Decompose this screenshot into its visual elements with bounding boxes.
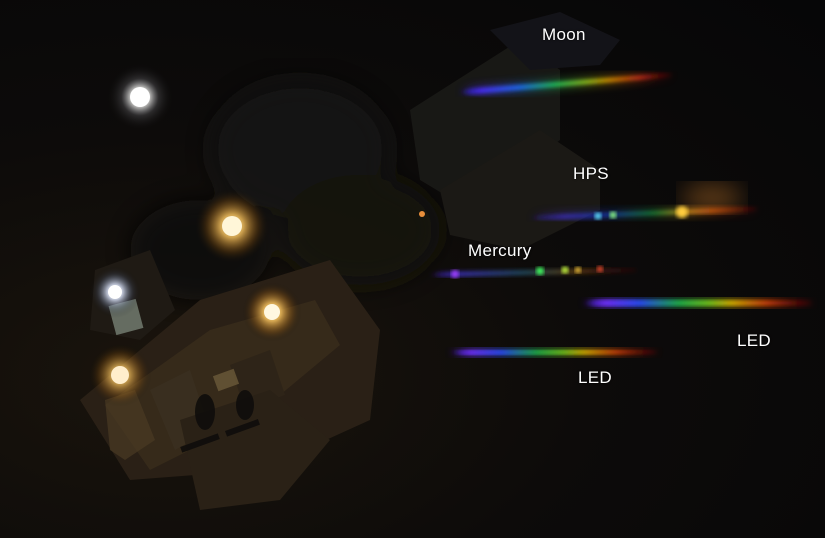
mercury-label: Mercury [468, 241, 532, 260]
street-lamp [222, 216, 242, 236]
led-lamp [108, 285, 122, 299]
moon-label: Moon [542, 25, 586, 44]
hps-label: HPS [573, 164, 609, 183]
distant-building [410, 12, 620, 250]
porch-lamp [264, 304, 280, 320]
mercury-spectrum [430, 266, 637, 278]
patio-furniture [180, 390, 260, 453]
led-bottom-label: LED [578, 368, 612, 387]
led-right-label: LED [737, 331, 771, 350]
tree-silhouette [130, 80, 440, 300]
led-spectrum-upper [583, 298, 812, 308]
wall-lamp [111, 366, 129, 384]
moon-spectrum [460, 73, 672, 95]
moon [130, 87, 150, 107]
distant-light [419, 211, 425, 217]
led-spectrum-lower [450, 348, 657, 357]
hps-spectrum [530, 184, 757, 220]
